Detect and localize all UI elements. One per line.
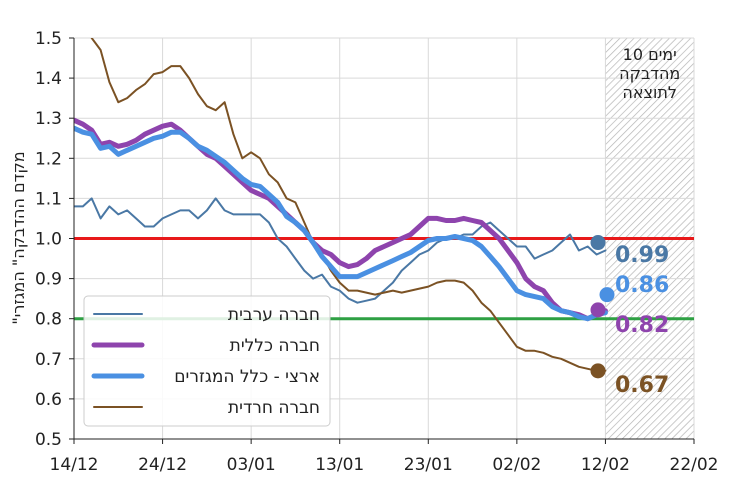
shaded-region-note-line: 10 ימים: [623, 45, 677, 64]
legend-label: חברה חרדית: [228, 398, 320, 418]
series-line: [74, 117, 608, 322]
series-end-label: 0.82: [615, 313, 669, 338]
series-line: [90, 38, 607, 372]
series-end-label: 0.99: [615, 243, 669, 268]
y-axis-label: "מקדם ההדבקה" המגזרי: [9, 151, 28, 324]
y-tick-label: 1.0: [35, 230, 62, 250]
series-line: [74, 125, 608, 322]
series-end-marker: [590, 235, 606, 251]
axes: 0.5 0.6 0.7 0.8 0.9 1.0 1.1 1.2 1.3 1.4 1.5 14/12 24…: [35, 29, 719, 475]
series-end-label: 0.67: [615, 373, 669, 398]
series-end-markers: 0.99 0.82 0.86 0.67: [590, 235, 669, 398]
y-tick-label: 0.6: [35, 390, 62, 410]
series-end-label: 0.86: [615, 273, 669, 298]
legend-label: חברה כללית: [230, 336, 320, 356]
y-tick-label: 1.3: [35, 109, 62, 129]
x-tick-label: 24/12: [138, 455, 187, 475]
series-end-marker: [590, 363, 606, 379]
x-tick-label: 22/02: [670, 455, 719, 475]
series-end-marker: [599, 287, 615, 303]
legend-box: [83, 295, 331, 427]
shaded-region-note-line: מהדבקה: [619, 64, 680, 83]
x-tick-label: 12/02: [581, 455, 630, 475]
x-tick-label: 03/01: [227, 455, 276, 475]
x-tick-label: 14/12: [50, 455, 99, 475]
legend-label: ארצי - כלל המגזרים: [174, 367, 320, 387]
legend: חברה ערבית חברה כללית ארצי - כלל המגזרים חב…: [83, 295, 331, 427]
y-tick-label: 1.2: [35, 149, 62, 169]
y-tick-label: 1.5: [35, 29, 62, 49]
legend-label: חברה ערבית: [228, 305, 320, 325]
y-tick-label: 0.5: [35, 430, 62, 450]
y-tick-label: 1.4: [35, 69, 62, 89]
y-tick-label: 0.8: [35, 310, 62, 330]
shaded-region-note-line: לתוצאה: [622, 83, 677, 102]
x-tick-label: 13/01: [315, 455, 364, 475]
y-tick-label: 0.9: [35, 270, 62, 290]
y-tick-label: 1.1: [35, 189, 62, 209]
y-tick-label: 0.7: [35, 350, 62, 370]
x-tick-label: 23/01: [404, 455, 453, 475]
series-end-marker: [590, 302, 606, 318]
shaded-region-note: 10 ימים מהדבקה לתוצאה: [619, 45, 680, 102]
series-line: [74, 197, 607, 304]
x-tick-label: 02/02: [492, 455, 541, 475]
series-lines: [74, 38, 608, 372]
